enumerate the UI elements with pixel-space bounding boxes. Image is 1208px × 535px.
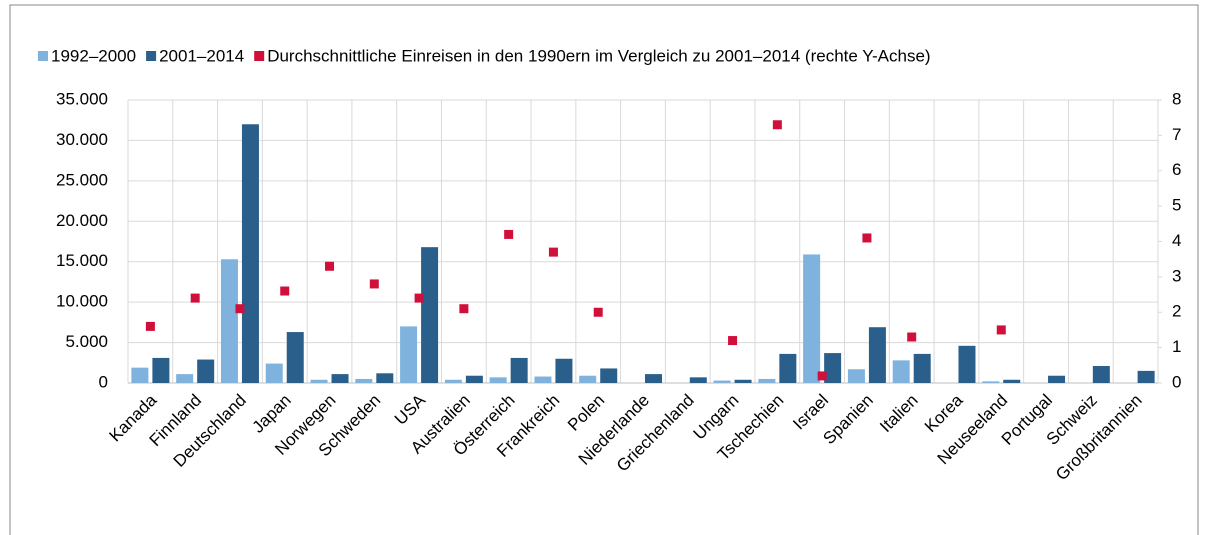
y2-tick-label: 1 — [1172, 337, 1181, 356]
bar — [444, 379, 462, 383]
y2-tick-label: 2 — [1172, 302, 1181, 321]
y2-tick-label: 7 — [1172, 125, 1181, 144]
point — [190, 293, 200, 303]
point — [593, 307, 603, 317]
bar — [489, 377, 507, 383]
bar — [734, 379, 752, 383]
point — [504, 229, 514, 239]
bar — [286, 332, 304, 383]
point — [862, 233, 872, 243]
bar — [645, 374, 662, 383]
bar — [465, 375, 483, 383]
bar — [600, 368, 618, 383]
bar — [220, 259, 238, 383]
bar — [1003, 379, 1021, 383]
point — [907, 332, 917, 342]
point — [548, 247, 558, 257]
bar — [400, 326, 418, 383]
point — [772, 120, 782, 130]
bar — [689, 377, 707, 383]
bar — [958, 345, 976, 383]
y-tick-label: 35.000 — [56, 89, 108, 108]
point — [145, 321, 155, 331]
bar — [376, 373, 394, 383]
point — [280, 286, 290, 296]
bar — [555, 358, 573, 383]
bar — [131, 367, 149, 383]
bar — [892, 360, 910, 383]
bar — [1048, 375, 1066, 383]
bar — [868, 327, 886, 383]
y2-tick-label: 4 — [1172, 231, 1181, 250]
y-tick-label: 15.000 — [56, 251, 108, 270]
bar — [241, 124, 259, 383]
bar — [265, 363, 283, 383]
bar — [803, 254, 821, 383]
y-tick-label: 0 — [99, 372, 108, 391]
point — [369, 279, 379, 289]
legend-swatch — [146, 51, 157, 61]
bar — [197, 359, 215, 383]
bar — [779, 353, 797, 383]
y2-tick-label: 8 — [1172, 89, 1181, 108]
bar — [355, 378, 373, 383]
chart-frame — [9, 4, 1199, 535]
legend-swatch — [38, 51, 48, 61]
bar — [176, 374, 194, 383]
bar — [1092, 366, 1110, 383]
legend-swatch — [254, 51, 265, 61]
y-tick-label: 10.000 — [56, 292, 108, 311]
bar — [534, 376, 552, 383]
y2-tick-label: 5 — [1172, 196, 1181, 215]
bar — [713, 380, 731, 383]
point — [235, 304, 245, 314]
point — [817, 371, 827, 381]
point — [728, 336, 738, 346]
legend-label: 1992–2000 — [51, 46, 136, 65]
y2-tick-label: 3 — [1172, 266, 1181, 285]
y-tick-label: 30.000 — [56, 130, 108, 149]
legend-label: 2001–2014 — [159, 46, 244, 65]
bar — [510, 357, 528, 383]
bar — [421, 247, 439, 383]
bar — [913, 353, 931, 383]
bar — [310, 379, 328, 383]
y2-tick-label: 6 — [1172, 160, 1181, 179]
point — [459, 304, 469, 314]
bar — [982, 381, 1000, 383]
y-tick-label: 5.000 — [65, 332, 108, 351]
point — [414, 293, 424, 303]
point — [996, 325, 1006, 335]
y-tick-label: 20.000 — [56, 211, 108, 230]
bar — [152, 357, 170, 383]
bar — [824, 353, 842, 383]
y-tick-label: 25.000 — [56, 170, 108, 189]
bar — [758, 378, 776, 383]
bar — [847, 369, 865, 383]
y2-tick-label: 0 — [1172, 372, 1181, 391]
bar — [1137, 370, 1155, 383]
bar — [579, 375, 597, 383]
point — [325, 261, 335, 271]
legend-label: Durchschnittliche Einreisen in den 1990e… — [267, 46, 930, 65]
bar — [331, 374, 349, 383]
